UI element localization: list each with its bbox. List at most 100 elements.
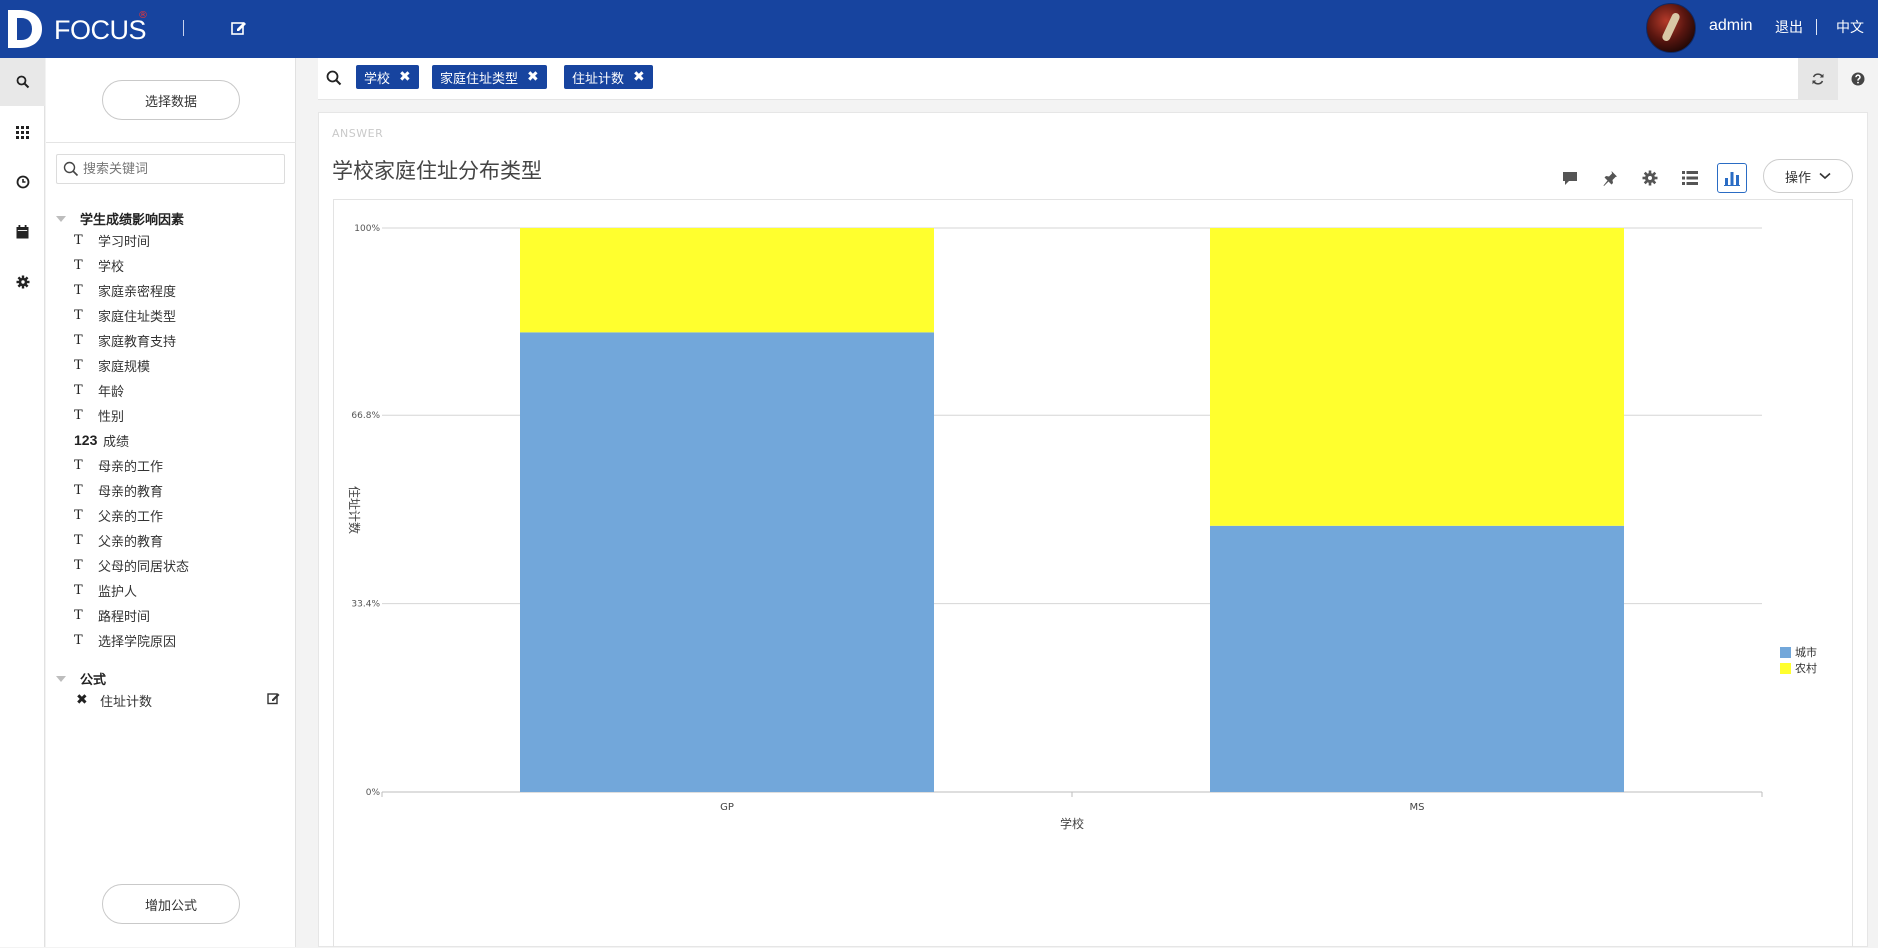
edit-formula-icon[interactable]	[267, 691, 281, 705]
nav-history[interactable]	[0, 158, 45, 206]
x-tick-label: GP	[720, 802, 734, 813]
bar-segment	[520, 228, 934, 333]
field-item[interactable]: T 家庭教育支持	[74, 330, 176, 350]
field-item[interactable]: T 学习时间	[74, 230, 150, 250]
focus-logo[interactable]: FOCUS ®	[6, 8, 166, 50]
formula-item[interactable]: ✖ 住址计数	[76, 690, 152, 710]
remove-chip-icon[interactable]: ✖	[527, 69, 539, 85]
field-label: 父亲的教育	[98, 534, 164, 550]
y-tick-label: 0%	[366, 788, 381, 798]
chart-area: 0% 33.4% 66.8% 100% GP MS 学校 住址计数 城市 农村	[333, 199, 1853, 947]
legend-label: 农村	[1795, 662, 1817, 675]
legend-item-city[interactable]: 城市	[1780, 644, 1817, 660]
table-group-header[interactable]: 学生成绩影响因素	[56, 209, 184, 228]
field-item[interactable]: T 家庭规模	[74, 355, 150, 375]
text-type-icon: T	[74, 382, 83, 398]
text-type-icon: T	[74, 532, 83, 548]
chart-settings-button[interactable]	[1635, 163, 1665, 193]
comment-button[interactable]	[1555, 163, 1585, 193]
text-type-icon: T	[74, 257, 83, 273]
remove-chip-icon[interactable]: ✖	[633, 69, 645, 85]
field-item[interactable]: T 路程时间	[74, 605, 150, 625]
logout-link[interactable]: 退出	[1775, 20, 1803, 36]
field-item[interactable]: T 父亲的教育	[74, 530, 163, 550]
sidebar-divider	[46, 142, 296, 143]
bar-segment	[1210, 228, 1624, 526]
legend-item-rural[interactable]: 农村	[1780, 660, 1817, 676]
field-item[interactable]: T 选择学院原因	[74, 630, 176, 650]
header-divider	[183, 20, 184, 36]
answer-tag: ANSWER	[332, 127, 384, 140]
field-label: 年龄	[98, 384, 125, 400]
calendar-icon	[16, 225, 29, 239]
field-label: 父母的同居状态	[98, 559, 190, 575]
field-label: 路程时间	[98, 609, 151, 625]
text-type-icon: T	[74, 507, 83, 523]
keyword-search-input[interactable]	[83, 155, 278, 183]
help-button[interactable]	[1838, 58, 1878, 100]
edit-icon[interactable]	[230, 19, 248, 37]
user-avatar[interactable]	[1646, 3, 1696, 53]
y-tick-label: 100%	[354, 224, 380, 234]
search-filter-bar: 学校 ✖ 家庭住址类型 ✖ 住址计数 ✖	[318, 58, 1878, 100]
text-type-icon: T	[74, 582, 83, 598]
field-item[interactable]: T 家庭亲密程度	[74, 280, 176, 300]
field-item[interactable]: 123 成绩	[74, 430, 129, 450]
select-data-button[interactable]: 选择数据	[102, 80, 240, 120]
field-item[interactable]: T 母亲的教育	[74, 480, 163, 500]
field-item[interactable]: T 年龄	[74, 380, 124, 400]
text-type-icon: T	[74, 632, 83, 648]
field-label: 母亲的工作	[98, 459, 164, 475]
field-label: 学校	[98, 259, 125, 275]
field-item[interactable]: T 母亲的工作	[74, 455, 163, 475]
field-item[interactable]: T 监护人	[74, 580, 137, 600]
chart-view-button[interactable]	[1717, 163, 1747, 193]
field-item[interactable]: T 性别	[74, 405, 124, 425]
filter-chip-address-count[interactable]: 住址计数 ✖	[564, 65, 653, 89]
text-type-icon: T	[74, 282, 83, 298]
add-formula-button[interactable]: 增加公式	[102, 884, 240, 924]
answer-panel: ANSWER 学校家庭住址分布类型 操作 0% 33.4% 66.8% 100% GP M…	[318, 112, 1868, 947]
field-label: 选择学院原因	[98, 634, 177, 650]
username[interactable]: admin	[1709, 17, 1753, 34]
field-label: 学习时间	[98, 234, 151, 250]
formula-icon: ✖	[76, 692, 88, 708]
history-icon	[16, 175, 29, 189]
operate-dropdown[interactable]: 操作	[1763, 159, 1853, 193]
text-type-icon: T	[74, 357, 83, 373]
answer-title: 学校家庭住址分布类型	[332, 159, 542, 183]
search-icon	[16, 75, 29, 89]
field-item[interactable]: T 父亲的工作	[74, 505, 163, 525]
table-view-button[interactable]	[1675, 163, 1705, 193]
nav-calendar[interactable]	[0, 208, 45, 256]
filter-chip-address-type[interactable]: 家庭住址类型 ✖	[432, 65, 547, 89]
field-item[interactable]: T 父母的同居状态	[74, 555, 189, 575]
filter-chip-school[interactable]: 学校 ✖	[356, 65, 419, 89]
field-item[interactable]: T 学校	[74, 255, 124, 275]
search-icon[interactable]	[326, 70, 342, 86]
language-switch[interactable]: 中文	[1836, 20, 1864, 36]
stacked-bar-chart: 0% 33.4% 66.8% 100% GP MS 学校 住址计数	[347, 224, 1763, 831]
field-label: 监护人	[98, 584, 138, 600]
text-type-icon: T	[74, 407, 83, 423]
formula-group-header[interactable]: 公式	[56, 669, 106, 688]
nav-search[interactable]	[0, 58, 45, 106]
header-separator	[1816, 19, 1817, 35]
nav-settings[interactable]	[0, 258, 45, 306]
chip-label: 学校	[364, 71, 391, 87]
data-sidebar: 选择数据 学生成绩影响因素 T 学习时间 T 学校 T 家庭亲密程度 T 家庭住址类型 T 家庭教…	[46, 58, 296, 947]
text-type-icon: T	[74, 232, 83, 248]
chevron-down-icon	[1819, 172, 1831, 180]
field-item[interactable]: T 家庭住址类型	[74, 305, 176, 325]
field-label: 父亲的工作	[98, 509, 164, 525]
pin-button[interactable]	[1595, 163, 1625, 193]
remove-chip-icon[interactable]: ✖	[399, 69, 411, 85]
operate-label: 操作	[1784, 170, 1811, 186]
keyword-search-box[interactable]	[56, 154, 285, 184]
y-tick-label: 66.8%	[351, 411, 380, 421]
nav-apps[interactable]	[0, 108, 45, 156]
brand-registered-mark: ®	[138, 10, 148, 21]
left-nav-rail	[0, 58, 45, 947]
refresh-button[interactable]	[1798, 58, 1838, 100]
bar-chart-icon	[1724, 172, 1740, 186]
